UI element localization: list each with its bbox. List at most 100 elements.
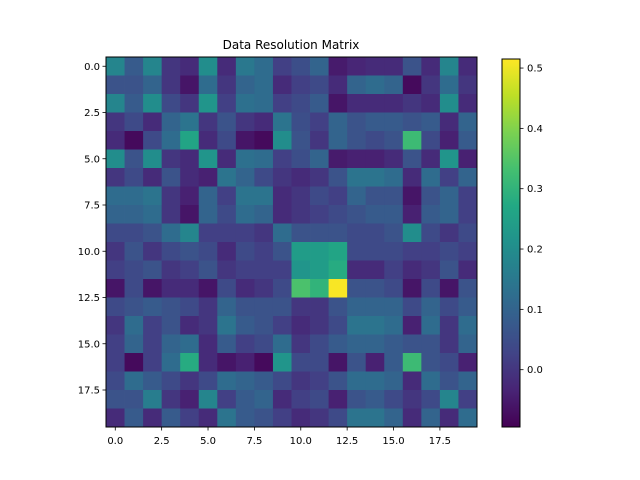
heatmap-cell: [180, 390, 200, 409]
heatmap-cell: [254, 186, 274, 206]
heatmap-cell: [198, 57, 218, 76]
heatmap-cell: [384, 112, 404, 132]
heatmap-cell: [402, 94, 422, 113]
heatmap-cell: [347, 260, 367, 280]
heatmap-cell: [402, 371, 422, 391]
heatmap-cell: [272, 316, 292, 335]
heatmap-cell: [291, 131, 311, 150]
heatmap-cell: [328, 223, 348, 243]
heatmap-cell: [235, 316, 255, 335]
heatmap-cell: [272, 168, 292, 187]
heatmap-cell: [272, 279, 292, 298]
heatmap-cell: [161, 205, 181, 224]
heatmap-cell: [198, 334, 218, 354]
heatmap-cell: [402, 168, 422, 187]
heatmap-cell: [198, 149, 218, 169]
heatmap-cell: [439, 334, 459, 354]
heatmap-cell: [180, 94, 200, 113]
heatmap-cell: [217, 205, 237, 224]
heatmap-cell: [124, 297, 144, 317]
heatmap-cell: [365, 297, 385, 317]
heatmap-cell: [291, 223, 311, 243]
heatmap-cell: [124, 57, 144, 76]
heatmap-cell: [310, 112, 329, 132]
heatmap-cell: [384, 297, 404, 317]
y-tick-label: 0.0: [84, 62, 100, 73]
heatmap-cell: [161, 131, 181, 150]
y-tick-label: 12.5: [78, 293, 100, 304]
heatmap-cell: [439, 371, 459, 391]
heatmap-cell: [347, 408, 367, 428]
heatmap-cell: [458, 334, 478, 354]
heatmap-cell: [365, 186, 385, 206]
heatmap-cell: [365, 334, 385, 354]
heatmap-cell: [272, 186, 292, 206]
heatmap-cell: [217, 297, 237, 317]
heatmap-cell: [421, 223, 441, 243]
heatmap-cell: [439, 131, 459, 150]
heatmap-cell: [124, 260, 144, 280]
heatmap-cell: [272, 242, 292, 261]
chart-title: Data Resolution Matrix: [223, 38, 360, 52]
heatmap-cell: [143, 149, 163, 169]
heatmap-cell: [365, 371, 385, 391]
heatmap-cell: [254, 131, 274, 150]
heatmap-cell: [106, 334, 125, 354]
heatmap-cell: [272, 371, 292, 391]
heatmap-cell: [217, 57, 237, 76]
heatmap-cell: [365, 223, 385, 243]
heatmap-cell: [161, 316, 181, 335]
heatmap-cell: [402, 242, 422, 261]
x-tick-label: 17.5: [429, 436, 451, 447]
heatmap-cell: [402, 149, 422, 169]
heatmap-cell: [272, 205, 292, 224]
heatmap-cell: [384, 75, 404, 95]
heatmap-cell: [161, 223, 181, 243]
heatmap-cell: [421, 371, 441, 391]
heatmap-cell: [439, 353, 459, 372]
heatmap-cell: [421, 334, 441, 354]
heatmap-cell: [235, 94, 255, 113]
heatmap-cell: [347, 334, 367, 354]
heatmap-cell: [384, 316, 404, 335]
heatmap-cell: [402, 334, 422, 354]
heatmap-cell: [291, 316, 311, 335]
heatmap-cell: [198, 168, 218, 187]
heatmap-cell: [198, 223, 218, 243]
heatmap-cell: [421, 242, 441, 261]
heatmap-cell: [254, 279, 274, 298]
heatmap-cell: [365, 112, 385, 132]
heatmap-cell: [254, 334, 274, 354]
heatmap-cell: [235, 112, 255, 132]
heatmap-cell: [106, 279, 125, 298]
heatmap-cell: [198, 242, 218, 261]
heatmap-cell: [161, 149, 181, 169]
heatmap-cell: [365, 75, 385, 95]
heatmap-cell: [384, 149, 404, 169]
heatmap-cell: [235, 260, 255, 280]
heatmap-cell: [180, 260, 200, 280]
heatmap-cell: [217, 149, 237, 169]
heatmap-cell: [143, 57, 163, 76]
heatmap-cell: [439, 57, 459, 76]
heatmap-cell: [106, 149, 125, 169]
heatmap-cell: [106, 353, 125, 372]
heatmap-cell: [124, 353, 144, 372]
heatmap-cell: [198, 371, 218, 391]
heatmap-cell: [365, 316, 385, 335]
heatmap-cell: [106, 223, 125, 243]
heatmap-cell: [310, 168, 329, 187]
heatmap-cell: [161, 279, 181, 298]
heatmap-cell: [291, 112, 311, 132]
heatmap-cell: [402, 297, 422, 317]
heatmap-cell: [328, 279, 348, 298]
heatmap-cell: [272, 94, 292, 113]
heatmap-cell: [161, 242, 181, 261]
heatmap-cell: [180, 353, 200, 372]
heatmap-cell: [421, 94, 441, 113]
heatmap-cell: [458, 205, 478, 224]
heatmap-cell: [365, 94, 385, 113]
heatmap-cell: [254, 297, 274, 317]
heatmap-cell: [106, 205, 125, 224]
heatmap-cell: [347, 371, 367, 391]
